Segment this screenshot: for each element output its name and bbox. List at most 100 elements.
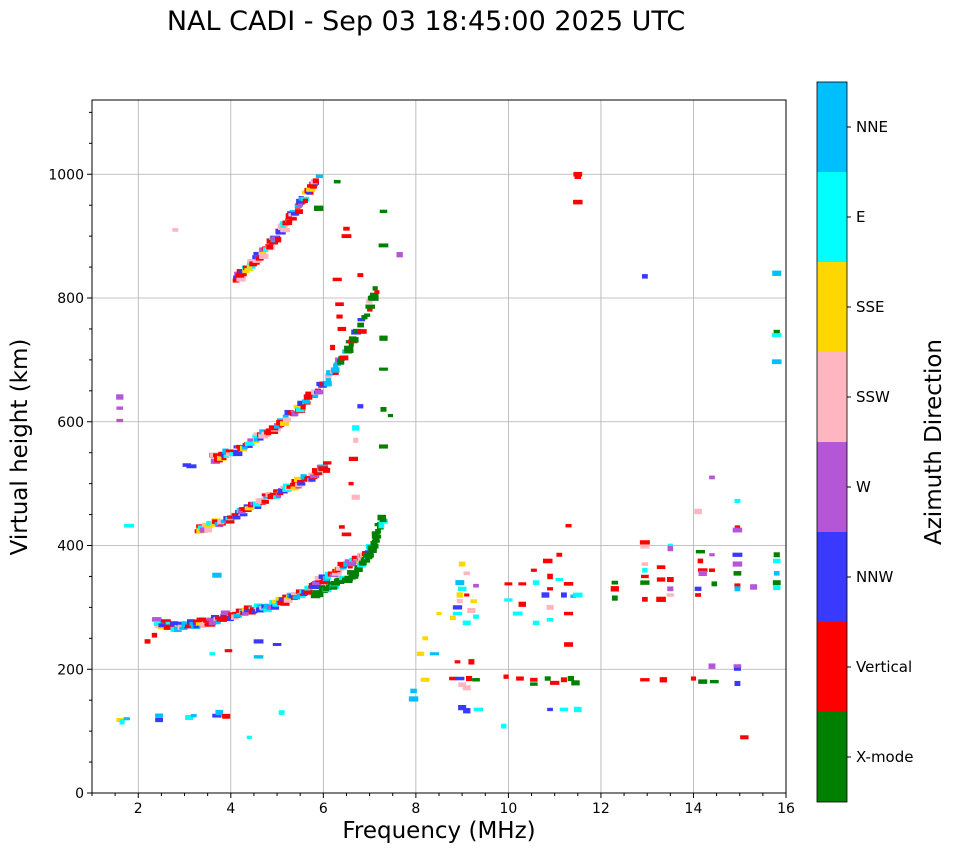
echo-point <box>349 457 358 461</box>
echo-point <box>145 639 151 643</box>
echo-point <box>396 252 402 257</box>
echo-point <box>342 234 352 238</box>
echo-point <box>573 593 583 598</box>
echo-point <box>541 592 549 597</box>
echo-point <box>547 708 553 711</box>
echo-point <box>388 414 393 417</box>
echo-point <box>547 618 554 622</box>
echo-point <box>555 578 563 581</box>
echo-point <box>266 245 273 250</box>
plot-frame <box>92 100 786 793</box>
echo-point <box>773 559 781 563</box>
echo-point <box>543 559 553 564</box>
echo-point <box>641 575 649 578</box>
echo-point <box>573 172 582 177</box>
echo-point <box>696 550 705 553</box>
echo-point <box>301 405 306 410</box>
echo-point <box>734 681 740 686</box>
echo-point <box>463 685 471 690</box>
echo-point <box>379 444 388 448</box>
echo-point <box>373 286 378 290</box>
echo-point <box>254 655 264 658</box>
echo-point <box>642 597 648 602</box>
echo-point <box>339 525 345 529</box>
echo-point <box>709 553 714 556</box>
echo-point <box>464 572 470 576</box>
echo-point <box>733 561 742 566</box>
echo-point <box>455 677 464 681</box>
echo-point <box>344 350 353 353</box>
echo-point <box>225 649 233 652</box>
echo-point <box>331 367 340 372</box>
echo-point <box>152 617 161 622</box>
echo-point <box>612 596 618 601</box>
echo-point <box>353 438 358 443</box>
echo-point <box>530 682 538 685</box>
echo-point <box>699 571 707 576</box>
echo-point <box>352 495 360 500</box>
colorbar-swatch <box>817 82 847 172</box>
colorbar-tick-label: E <box>856 208 865 226</box>
y-tick-label: 200 <box>57 662 84 678</box>
echo-point <box>335 302 344 306</box>
echo-point <box>333 278 342 281</box>
echo-point <box>734 499 740 503</box>
echo-point <box>463 708 470 713</box>
echo-point <box>565 524 571 527</box>
echo-point <box>371 544 379 549</box>
echo-point <box>573 200 582 205</box>
x-tick-label: 4 <box>226 801 235 817</box>
echo-point <box>370 548 376 551</box>
echo-point <box>734 668 741 671</box>
y-tick-label: 1000 <box>48 167 84 183</box>
echo-point <box>611 586 619 591</box>
echo-point <box>378 524 384 529</box>
echo-point <box>561 677 567 682</box>
echo-point <box>339 355 348 360</box>
echo-point <box>710 680 719 683</box>
colorbar-swatch <box>817 352 847 442</box>
axis-ticks: 2 4 6 8 10 12 14 1602004006008001000 <box>48 112 795 817</box>
echo-point <box>215 710 223 715</box>
echo-point <box>612 581 618 585</box>
echo-point <box>457 599 463 603</box>
echo-point <box>709 568 715 572</box>
x-tick-label: 10 <box>499 801 517 817</box>
echo-point <box>474 708 483 712</box>
echo-point <box>734 571 742 576</box>
echo-point <box>357 273 363 277</box>
echo-point <box>574 707 582 712</box>
echo-point <box>379 243 389 247</box>
echo-point <box>545 676 551 680</box>
echo-point <box>640 545 649 549</box>
echo-point <box>380 407 386 412</box>
echo-point <box>464 593 469 596</box>
echo-point <box>516 676 524 680</box>
echo-point <box>357 404 363 408</box>
echo-point <box>640 580 649 584</box>
echo-point <box>546 605 553 610</box>
echo-point <box>305 591 311 595</box>
echo-point <box>660 677 667 682</box>
echo-point <box>279 710 285 715</box>
echo-point <box>155 718 163 722</box>
echo-point <box>750 584 757 589</box>
echo-point <box>657 577 665 581</box>
x-tick-label: 8 <box>411 801 420 817</box>
echo-point <box>372 540 380 543</box>
y-tick-label: 400 <box>57 539 84 555</box>
grid-lines <box>92 100 786 793</box>
echo-point <box>314 206 323 211</box>
y-tick-label: 800 <box>57 291 84 307</box>
echo-point <box>463 620 471 625</box>
echo-point <box>518 582 526 585</box>
echo-point <box>571 680 579 685</box>
echo-point <box>275 237 281 242</box>
echo-point <box>204 527 212 532</box>
echo-point <box>209 652 215 655</box>
echo-points <box>116 172 781 739</box>
echo-point <box>734 664 742 668</box>
colorbar-tick-label: W <box>856 478 871 496</box>
echo-point <box>352 425 359 430</box>
echo-point <box>375 529 381 533</box>
